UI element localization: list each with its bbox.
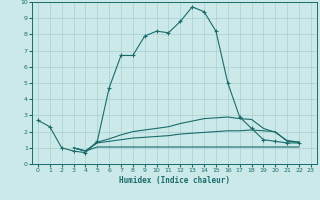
X-axis label: Humidex (Indice chaleur): Humidex (Indice chaleur) [119,176,230,185]
